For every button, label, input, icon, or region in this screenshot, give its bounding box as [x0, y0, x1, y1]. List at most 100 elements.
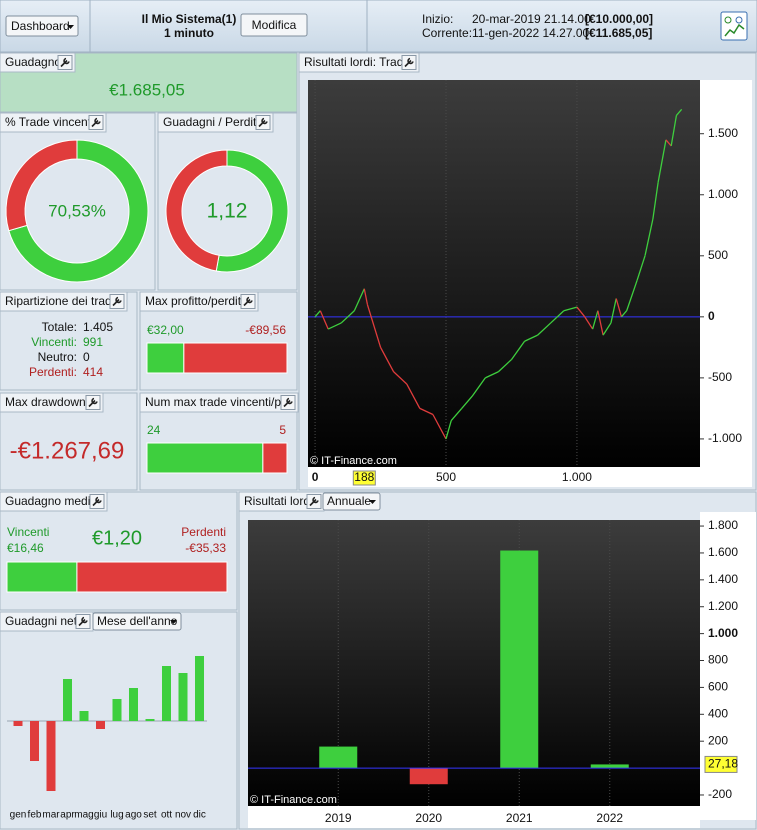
equity-segment: [670, 115, 678, 147]
dashboard-dropdown[interactable]: [5, 15, 79, 37]
dropdown-arrow: [170, 620, 177, 624]
bar: [46, 721, 56, 791]
equity-segment: [353, 288, 365, 312]
breakdown-label: Vincenti:: [31, 335, 77, 349]
wrench-icon: [112, 296, 122, 307]
bar: [129, 688, 138, 721]
dropdown-arrow: [67, 25, 74, 29]
wrench-icon: [88, 397, 98, 408]
breakdown-label: Totale:: [42, 320, 77, 334]
dropdown-arrow: [369, 500, 376, 504]
start-value: [€10.000,00]: [585, 12, 653, 26]
equity-segment: [620, 310, 628, 318]
start-label: Inizio:: [422, 12, 453, 26]
donut-label: 70,53%: [48, 201, 106, 220]
bar: [178, 673, 188, 721]
y-tick-label: 1.800: [708, 518, 738, 532]
cursor-label: 188: [354, 470, 374, 484]
drawdown-value: -€1.267,69: [10, 437, 125, 464]
gain-value: €1.685,05: [109, 80, 185, 99]
edit-label: Modifica: [252, 18, 297, 32]
system-name: Il Mio Sistema(1): [142, 12, 237, 26]
panel-title: Ripartizione dei trade: [5, 294, 119, 308]
bar: [145, 719, 155, 721]
y-tick-label: -200: [708, 787, 732, 801]
bar: [30, 721, 39, 761]
bar: [409, 768, 448, 785]
current-value: [€11.685,05]: [585, 26, 652, 40]
cursor-box: [352, 470, 376, 486]
wrench-icon: [309, 496, 319, 507]
mode-label: Mese dell'anno: [97, 614, 178, 628]
equity-segment: [471, 377, 486, 397]
avg-loss-value: -€35,33: [185, 541, 226, 555]
equity-segment: [636, 255, 646, 281]
mode-dropdown[interactable]: [92, 612, 182, 631]
y-tick-label: 600: [708, 680, 728, 694]
equity-segment: [665, 139, 672, 147]
x-tick-label: mar: [42, 810, 60, 821]
edit-button[interactable]: [240, 13, 308, 37]
value-marker-label: 27,18: [708, 757, 738, 771]
y-tick-label: 1.600: [708, 545, 738, 559]
bar: [112, 699, 122, 721]
equity-segment: [363, 288, 369, 305]
x-tick-label: 2020: [415, 811, 442, 825]
panel-tab: [139, 392, 299, 413]
panel-title: Guadagno: [5, 55, 61, 69]
donut-segment: [215, 149, 289, 273]
x-tick-label: set: [143, 810, 157, 821]
bar: [96, 721, 105, 729]
donut-segment: [5, 139, 78, 232]
equity-segment: [393, 371, 408, 385]
equity-segment: [602, 322, 612, 336]
watermark: © IT-Finance.com: [250, 794, 337, 806]
panel-title: Guadagno medio: [5, 494, 97, 508]
equity-segment: [340, 310, 355, 324]
donut-segment: [165, 149, 228, 272]
y-tick-label: 1.200: [708, 599, 738, 613]
icon-dot: [724, 16, 732, 24]
report-icon[interactable]: [720, 11, 748, 41]
wrench-icon: [60, 57, 70, 68]
equity-segment: [644, 219, 654, 256]
avg-loss-label: Perdenti: [181, 525, 226, 539]
equity-segment: [537, 322, 552, 336]
x-tick-label: 2019: [325, 811, 352, 825]
breakdown-value: 414: [83, 365, 103, 379]
toolbar: [0, 0, 757, 53]
y-tick-label: 0: [708, 309, 715, 323]
equity-segment: [327, 322, 342, 330]
donut-segment: [8, 139, 149, 283]
equity-segment: [461, 395, 473, 409]
equity-segment: [319, 310, 329, 330]
breakdown-value: 0: [83, 350, 90, 364]
x-tick-label: ott: [161, 810, 172, 821]
wins-label: 24: [147, 423, 161, 437]
icon-line: [724, 23, 745, 37]
panel-title: Num max trade vincenti/p...: [145, 395, 291, 409]
equity-segment: [584, 316, 594, 330]
bar: [13, 721, 23, 726]
panel-title: % Trade vincenti: [5, 115, 94, 129]
icon-dot: [735, 16, 743, 24]
breakdown-label: Perdenti:: [29, 365, 77, 379]
equity-segment: [657, 139, 667, 183]
interval: 1 minuto: [164, 26, 214, 40]
x-tick-label: gen: [10, 810, 27, 821]
x-tick-label: feb: [28, 810, 42, 821]
profit-label: €32,00: [147, 323, 184, 337]
breakdown-value: 1.405: [83, 320, 113, 334]
panel-tab: [0, 491, 108, 512]
wrench-icon: [92, 496, 102, 507]
panel-tab: [0, 112, 107, 133]
mode-dropdown[interactable]: [322, 492, 381, 511]
bar: [262, 442, 288, 474]
panel-tab: [0, 291, 128, 312]
panel-tab: [298, 52, 420, 73]
wrench-icon: [258, 117, 268, 128]
equity-segment: [652, 182, 659, 220]
x-tick-label: ago: [125, 810, 142, 821]
y-tick-label: 1.500: [708, 126, 738, 140]
